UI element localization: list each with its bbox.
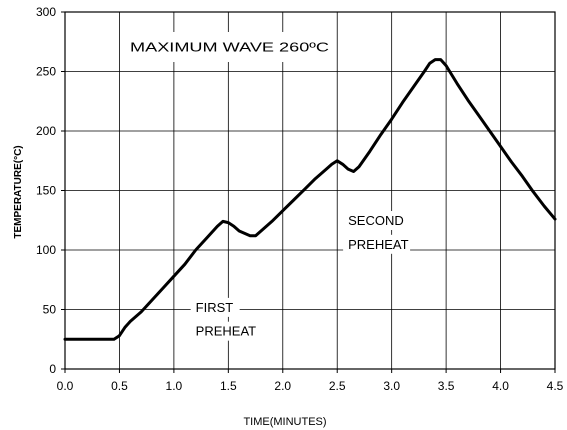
- y-tick-label: 200: [36, 124, 56, 138]
- title-bg: [124, 32, 336, 62]
- annotation-bg: [190, 297, 240, 317]
- x-axis-title: TIME(MINUTES): [243, 416, 326, 428]
- x-tick-label: 4.0: [492, 379, 509, 393]
- temperature-profile-line: [63, 58, 557, 341]
- y-tick-label: 150: [36, 184, 56, 198]
- annotation-label: PREHEAT: [348, 237, 408, 252]
- ticks: [61, 11, 556, 373]
- y-axis-title: TEMPERATURE(°C): [13, 145, 24, 238]
- tick-labels: 0.0 0.5 1.0 1.5 2.0 2.5 3.0 3.5 4.0 4.5 0 50 100 150 2…: [36, 5, 564, 393]
- x-tick-label: 2.0: [274, 379, 291, 393]
- chart-title: MAXIMUM WAVE 260ºC: [130, 40, 329, 55]
- x-tick-label: 1.0: [166, 379, 183, 393]
- y-tick-label: 0: [49, 362, 56, 376]
- plot-frame: [64, 11, 556, 370]
- x-tick-label: 2.5: [329, 379, 346, 393]
- annotation-bg: [190, 321, 258, 341]
- x-tick-label: 3.0: [383, 379, 400, 393]
- y-tick-label: 300: [36, 5, 56, 19]
- annotation-bg: [343, 234, 411, 254]
- x-tick-label: 4.5: [547, 379, 564, 393]
- series: [63, 58, 557, 341]
- grid: [65, 12, 555, 369]
- annotation-label: SECOND: [348, 213, 404, 228]
- annotations: FIRST PREHEAT SECOND PREHEAT: [190, 211, 411, 341]
- y-tick-label: 50: [43, 303, 57, 317]
- annotation-label: FIRST: [196, 300, 234, 315]
- x-tick-label: 1.5: [220, 379, 237, 393]
- x-tick-label: 0.0: [57, 379, 74, 393]
- x-tick-label: 0.5: [111, 379, 128, 393]
- annotation-bg: [343, 211, 402, 231]
- y-tick-label: 250: [36, 65, 56, 79]
- y-tick-label: 100: [36, 243, 56, 257]
- x-tick-label: 3.5: [438, 379, 455, 393]
- annotation-label: PREHEAT: [196, 324, 256, 339]
